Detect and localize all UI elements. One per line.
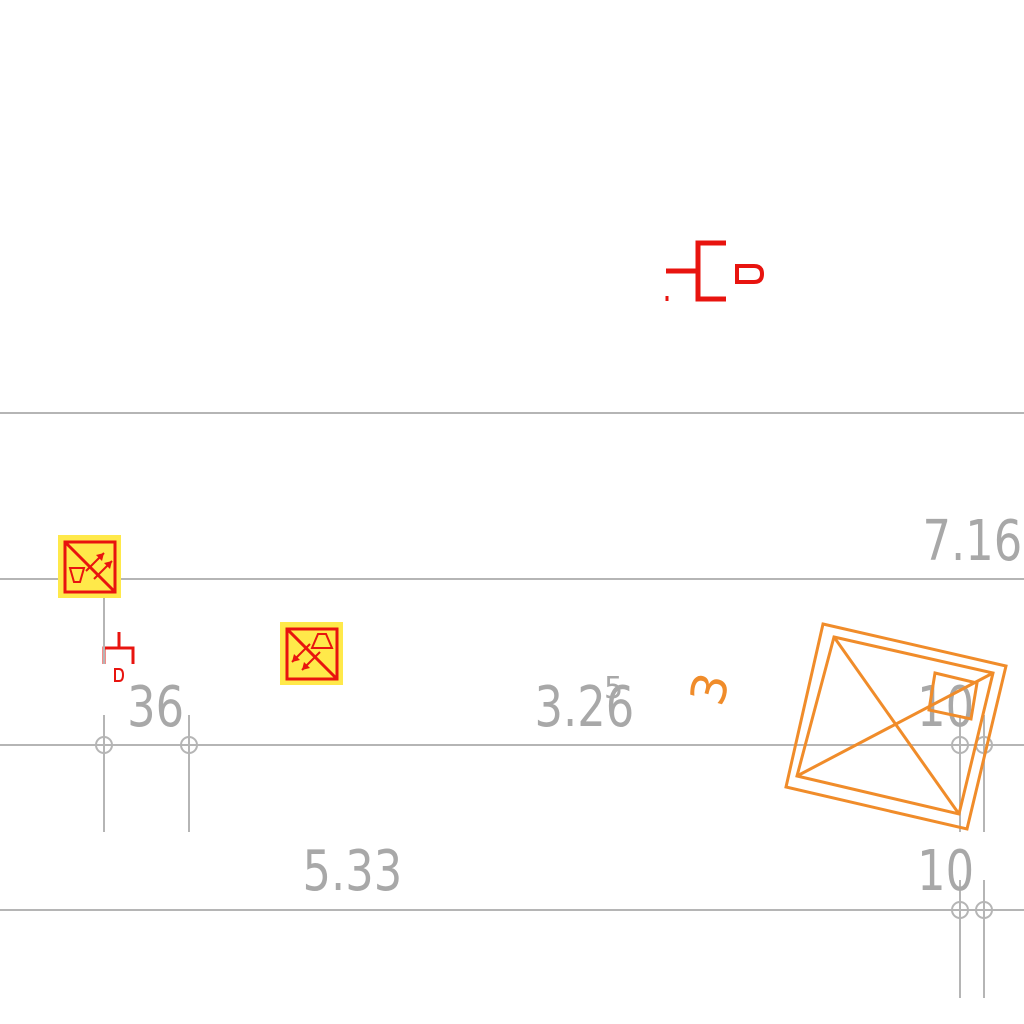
dimension-label-right-mid: 10 bbox=[917, 674, 974, 739]
tick-marker-right-4 bbox=[975, 880, 993, 998]
tick-marker-right-3 bbox=[951, 880, 969, 998]
room-number-label: 3 bbox=[679, 667, 741, 711]
tick-marker-left-2 bbox=[180, 715, 198, 832]
dimension-label-bottom-center: 5.33 bbox=[302, 838, 402, 903]
grid-lines bbox=[0, 412, 1024, 911]
dimension-label-center-main: 3.26 bbox=[534, 674, 634, 739]
dimension-ticks bbox=[95, 715, 993, 998]
rotated-box-icon bbox=[784, 622, 1008, 831]
fixture-middle-icon bbox=[280, 622, 343, 685]
dimension-labels: 7.16 36 3.26 5 10 5.33 10 bbox=[127, 508, 1022, 903]
dimension-label-center-sup: 5 bbox=[604, 671, 623, 706]
switch-symbol-large-icon bbox=[665, 240, 765, 302]
dimension-label-left: 36 bbox=[127, 674, 184, 739]
dimension-label-top-right: 7.16 bbox=[922, 508, 1022, 573]
dimension-label-bottom-right: 10 bbox=[917, 838, 974, 903]
dimension-label-center: 3.26 5 bbox=[534, 671, 634, 739]
fixture-top-left-icon bbox=[58, 535, 121, 598]
tick-marker-left-1 bbox=[95, 715, 113, 832]
